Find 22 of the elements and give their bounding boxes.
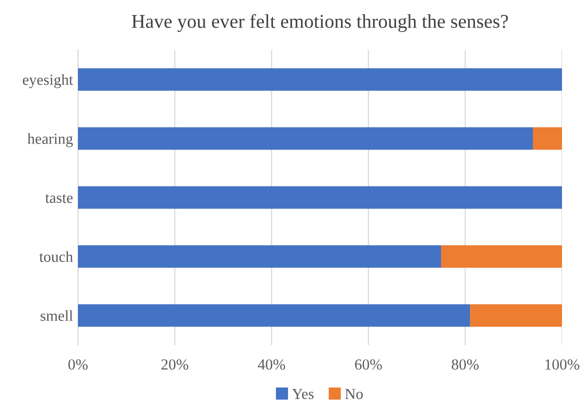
chart-title: Have you ever felt emotions through the senses?: [132, 14, 508, 32]
x-tick-label: 100%: [546, 359, 580, 370]
bar: [78, 245, 441, 268]
y-tick-label: touch: [39, 251, 73, 262]
x-tick-label: 0%: [68, 359, 88, 370]
bar: [78, 127, 533, 150]
y-tick-label: smell: [40, 310, 73, 321]
y-tick-label: taste: [45, 194, 73, 203]
bar: [78, 304, 470, 327]
x-tick-label: 40%: [258, 359, 286, 370]
bar: [78, 68, 562, 91]
bar: [532, 127, 562, 150]
legend-label: Yes: [292, 388, 314, 400]
bar: [441, 245, 562, 268]
y-tick-label: hearing: [27, 133, 73, 148]
y-tick-label: eyesight: [22, 74, 74, 88]
bar: [470, 304, 562, 327]
x-tick-label: 60%: [355, 359, 382, 370]
legend-label: No: [345, 388, 363, 400]
bar: [78, 186, 562, 209]
x-tick-label: 80%: [452, 359, 479, 370]
x-tick-label: 20%: [161, 359, 188, 370]
